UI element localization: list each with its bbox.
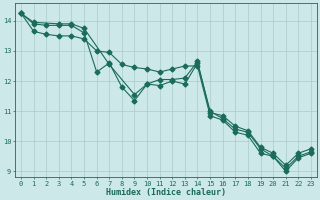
X-axis label: Humidex (Indice chaleur): Humidex (Indice chaleur) [106, 188, 226, 197]
